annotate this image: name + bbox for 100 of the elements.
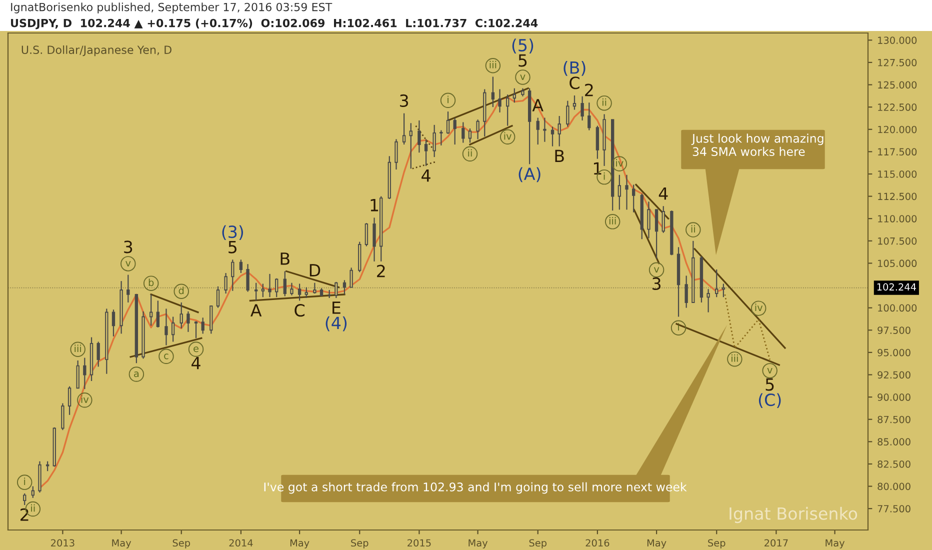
x-tick-label: May: [290, 539, 310, 548]
y-tick-label: 77.500: [878, 505, 910, 512]
candlestick: [491, 76, 495, 108]
annotation: i: [678, 323, 679, 331]
annotation: 4: [422, 170, 430, 182]
candlestick: [275, 278, 278, 298]
annotation: (A): [518, 167, 540, 182]
candlestick: [342, 280, 346, 295]
candlestick: [246, 264, 250, 292]
candlestick: [23, 492, 26, 506]
annotation: iv: [504, 132, 512, 140]
y-tick-label: 107.500: [878, 237, 917, 245]
annotation: 5: [766, 378, 774, 391]
annotation: b: [148, 278, 154, 286]
y-tick-label: 92.500: [878, 371, 910, 379]
annotation: A: [532, 99, 544, 112]
candlestick: [194, 320, 198, 339]
candlestick: [468, 128, 472, 144]
y-tick-label: 112.500: [878, 192, 917, 200]
candlestick: [283, 270, 286, 297]
candlestick: [150, 294, 153, 326]
candlestick: [662, 206, 665, 234]
chart-subtitle: USDJPY, D 102.244 ▲ +0.175 (+0.17%) O:102.069 H:102.461 L:101.737 C:102.244: [11, 18, 538, 30]
candlestick: [156, 300, 160, 328]
x-tick-label: Sep: [351, 539, 368, 548]
annotation: e: [194, 346, 198, 352]
candlestick: [618, 174, 622, 210]
annotation: A: [250, 304, 262, 316]
x-tick-label: May: [468, 539, 488, 548]
candlestick: [83, 357, 86, 390]
candlestick: [543, 117, 546, 142]
x-tick-label: Sep: [529, 539, 546, 548]
candlestick: [424, 138, 428, 167]
annotation: i: [604, 172, 605, 180]
candlestick: [76, 360, 80, 389]
line-series: [724, 294, 771, 360]
candlestick: [298, 283, 302, 302]
text: U.S. Dollar/Japanese Yen, D: [22, 45, 172, 56]
candlestick: [164, 308, 168, 346]
candlestick: [180, 302, 183, 329]
x-tick-label: Sep: [172, 539, 190, 548]
annotation: (5): [512, 38, 534, 54]
candlestick: [171, 316, 175, 342]
candlestick: [440, 130, 443, 146]
annotation: 1: [370, 199, 378, 212]
candlestick: [625, 174, 628, 210]
y-tick-label: 100.000: [878, 304, 917, 312]
candlestick: [706, 288, 710, 313]
y-tick-label: 117.500: [878, 148, 917, 156]
annotation: (3): [222, 225, 244, 240]
y-tick-label: 120.000: [878, 126, 917, 134]
annotation: c: [164, 354, 168, 360]
y-tick-label: 105.000: [878, 260, 917, 268]
candlestick: [261, 283, 265, 298]
annotation: C: [294, 304, 304, 317]
y-tick-label: 80.000: [878, 482, 910, 490]
candlestick: [596, 125, 600, 160]
annotation: Ignat Borisenko: [730, 506, 858, 524]
candlestick: [334, 281, 338, 299]
candlestick: [722, 283, 726, 298]
annotation: D: [310, 264, 320, 276]
candlestick: [268, 273, 272, 298]
candlestick: [201, 317, 204, 334]
candlestick: [254, 282, 258, 302]
candlestick: [550, 126, 554, 147]
annotation: iii: [609, 216, 616, 224]
annotation: iv: [81, 395, 89, 403]
ref-line-label: 102.244: [877, 283, 916, 291]
x-tick-label: 2015: [408, 539, 431, 547]
candlestick: [216, 286, 220, 308]
candlestick: [684, 275, 688, 308]
annotation: I've got a short trade from 102.93 and I'm going to sell more next week: [264, 482, 687, 494]
candlestick: [588, 102, 591, 131]
annotation: E: [332, 302, 340, 314]
y-tick-label: 95.000: [878, 348, 910, 356]
y-tick-label: 85.000: [878, 438, 910, 446]
annotation: iii: [732, 354, 738, 362]
annotation: 5: [228, 240, 236, 254]
annotation: B: [555, 150, 564, 162]
candlestick: [46, 460, 50, 472]
candlestick: [566, 100, 570, 128]
candlestick: [462, 122, 465, 144]
candlestick: [632, 184, 636, 213]
y-tick-label: 87.500: [878, 416, 910, 424]
y-tick-label: 122.500: [878, 104, 917, 111]
candlestick: [715, 268, 718, 298]
candlestick: [231, 259, 234, 292]
y-tick-label: 97.500: [878, 326, 910, 334]
annotation: d: [178, 286, 184, 294]
candlestick: [224, 272, 228, 294]
annotation: (B): [564, 61, 586, 76]
annotation: ii: [602, 98, 606, 106]
x-tick-label: 2017: [764, 539, 788, 547]
candlestick: [647, 201, 650, 239]
x-tick-label: 2016: [586, 539, 610, 547]
x-tick-label: 2013: [51, 539, 74, 547]
annotation: v: [767, 368, 772, 374]
annotation: ii: [691, 225, 695, 232]
candlestick: [350, 267, 353, 288]
candlestick: [558, 115, 561, 147]
